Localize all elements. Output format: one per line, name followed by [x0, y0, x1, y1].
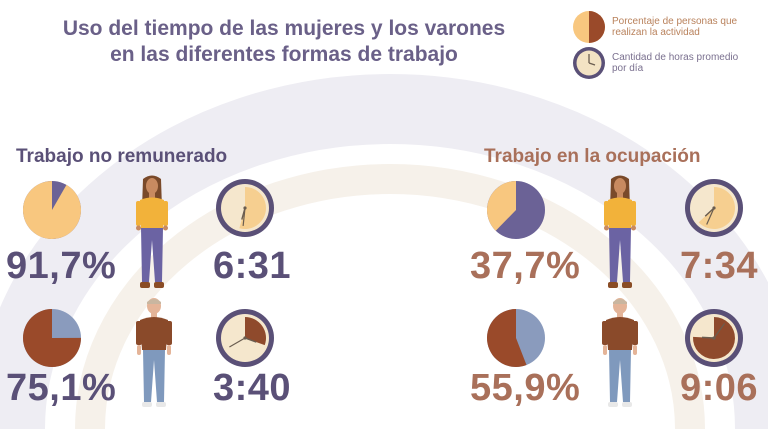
section-title-paid: Trabajo en la ocupación	[484, 146, 701, 167]
pie-unpaid-women	[22, 181, 81, 239]
page-title: Uso del tiempo de las mujeres y los varo…	[24, 16, 544, 68]
clock-paid-men-hour-hand	[701, 336, 715, 339]
clock-unpaid-men-minute-hand	[229, 337, 246, 348]
pct-unpaid-women: 91,7%	[6, 245, 117, 287]
pct-paid-women: 37,7%	[470, 245, 581, 287]
unpaid-women-value-slice	[22, 181, 81, 239]
woman-figure-paid	[604, 175, 636, 288]
clock-paid-men-minute-hand	[713, 323, 726, 339]
pie-legend-icon	[573, 11, 605, 43]
title-line-2: en las diferentes formas de trabajo	[110, 43, 458, 66]
clock-unpaid-women-elapsed	[239, 187, 266, 229]
hours-unpaid-women: 6:31	[213, 245, 292, 287]
section-title-unpaid: Trabajo no remunerado	[16, 146, 228, 167]
hours-paid-men: 9:06	[680, 367, 759, 409]
woman-figure-unpaid	[136, 175, 168, 288]
clock-unpaid-women-minute-hand	[242, 207, 246, 226]
clock-unpaid-men-elapsed	[245, 317, 266, 346]
pie-paid-men	[487, 309, 545, 367]
hours-paid-women: 7:34	[680, 245, 759, 287]
pct-unpaid-men: 75,1%	[6, 367, 117, 409]
pie-paid-women	[487, 181, 545, 239]
man-figure-unpaid	[136, 298, 172, 407]
clock-unpaid-women	[216, 179, 274, 237]
clock-paid-men	[685, 309, 743, 367]
clock-paid-women-elapsed	[698, 187, 735, 229]
legend-hours: Cantidad de horas promedio por día	[572, 46, 752, 80]
legend-percentage: Porcentaje de personas que realizan la a…	[572, 10, 752, 44]
clock-legend-icon	[573, 47, 605, 79]
hours-unpaid-men: 3:40	[213, 367, 292, 409]
clock-paid-women-minute-hand	[706, 207, 715, 225]
legend-hours-label: Cantidad de horas promedio por día	[612, 52, 739, 74]
clock-unpaid-men	[216, 309, 274, 367]
clock-unpaid-men-center	[243, 336, 247, 340]
paid-women-value-slice	[487, 181, 516, 231]
pie-unpaid-men	[23, 309, 81, 367]
clock-paid-women-center	[712, 206, 716, 210]
title-line-1: Uso del tiempo de las mujeres y los varo…	[62, 17, 506, 40]
clock-unpaid-men-hour-hand	[244, 337, 257, 343]
paid-men-value-slice	[487, 309, 527, 367]
clock-unpaid-women-center	[243, 206, 247, 210]
clock-paid-men-center	[712, 336, 716, 340]
clock-paid-women-hour-hand	[704, 207, 715, 217]
pct-paid-men: 55,9%	[470, 367, 581, 409]
clock-paid-women	[685, 179, 743, 237]
legend-percentage-label: Porcentaje de personas que realizan la a…	[612, 16, 738, 38]
unpaid-men-value-slice	[23, 309, 81, 367]
man-figure-paid	[602, 298, 638, 407]
